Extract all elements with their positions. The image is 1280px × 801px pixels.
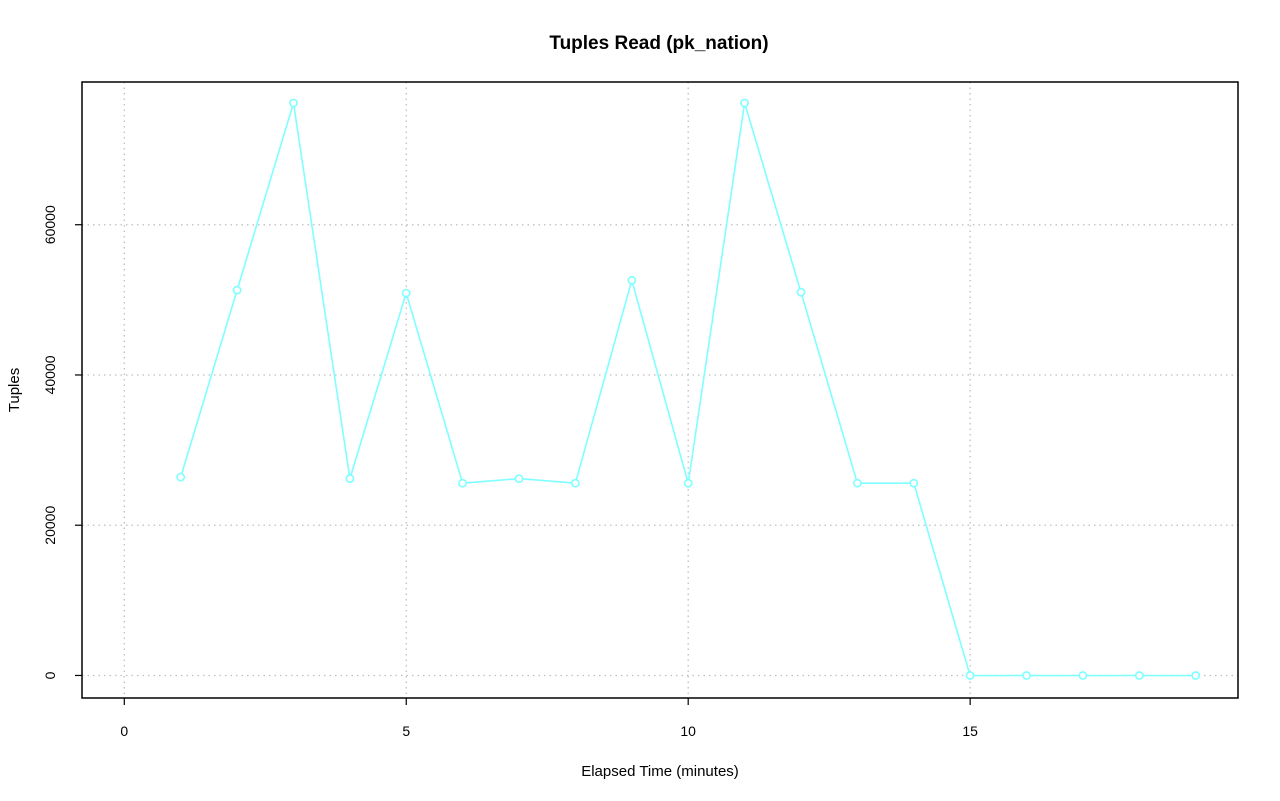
grid — [82, 82, 1238, 698]
x-tick-label: 0 — [120, 723, 128, 739]
data-point — [1078, 671, 1088, 680]
x-tick-label: 10 — [680, 723, 696, 739]
series-line — [179, 102, 1196, 677]
data-point — [1134, 671, 1144, 680]
data-point — [740, 98, 749, 108]
data-point — [514, 474, 524, 483]
y-tick-label: 0 — [42, 671, 58, 679]
y-tick-label: 20000 — [42, 506, 58, 545]
y-tick-label: 60000 — [42, 205, 58, 244]
data-point — [401, 288, 411, 298]
data-point — [853, 478, 862, 488]
x-tick-label: 15 — [962, 723, 978, 739]
data-point — [909, 478, 919, 488]
data-point — [683, 478, 693, 488]
data-point — [571, 478, 580, 488]
y-tick-label: 40000 — [42, 355, 58, 394]
x-axis-label: Elapsed Time (minutes) — [581, 763, 739, 780]
plot-frame — [81, 81, 1239, 699]
data-point — [1022, 671, 1031, 680]
data-point — [176, 472, 186, 482]
data-point — [289, 98, 298, 108]
x-tick-label: 5 — [402, 723, 410, 739]
data-point — [345, 474, 355, 483]
series-layer — [176, 98, 1201, 680]
data-point — [1191, 671, 1201, 680]
data-point — [796, 287, 806, 297]
data-point — [965, 671, 975, 680]
axes: 0 5 10 15 0 20000 40000 60000 — [42, 205, 978, 739]
data-point — [627, 275, 637, 285]
y-axis-label: Tuples — [6, 368, 23, 412]
data-point — [458, 478, 467, 488]
data-point — [232, 285, 242, 295]
chart-title: Tuples Read (pk_nation) — [549, 33, 768, 54]
